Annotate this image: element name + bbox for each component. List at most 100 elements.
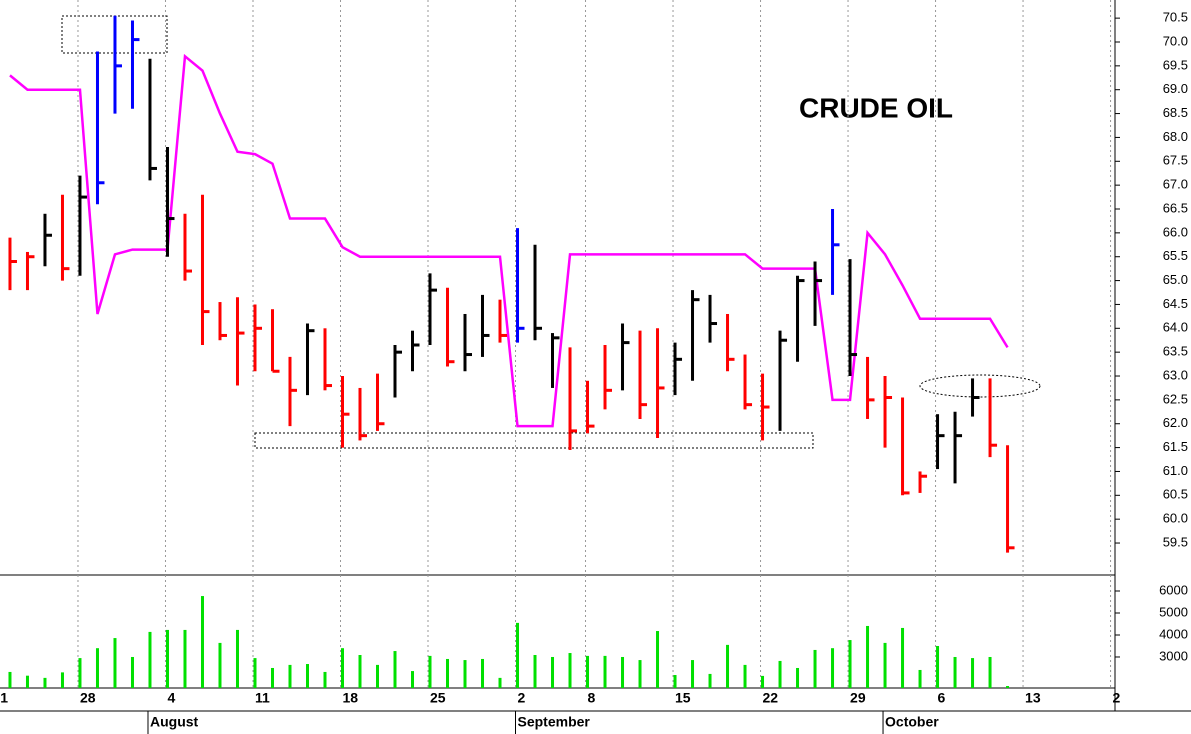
y-tick-label: 67.5 xyxy=(1163,153,1188,168)
x-tick-label: 11 xyxy=(255,690,270,706)
volume-bar xyxy=(656,631,660,688)
volume-bar xyxy=(113,638,117,688)
chart-title: CRUDE OIL xyxy=(799,92,953,123)
y-tick-label: 64.0 xyxy=(1163,320,1188,335)
volume-bar xyxy=(936,645,940,688)
month-label: September xyxy=(518,714,591,730)
volume-bar xyxy=(516,622,520,688)
y-tick-label: 62.0 xyxy=(1163,415,1188,430)
volume-bar xyxy=(165,629,169,688)
volume-bar xyxy=(130,656,134,688)
x-tick-label: 28 xyxy=(80,690,96,706)
volume-bar xyxy=(761,675,765,688)
y-tick-label: 67.0 xyxy=(1163,177,1188,192)
volume-bar xyxy=(866,625,870,688)
month-label: October xyxy=(885,714,939,730)
month-label: August xyxy=(150,714,199,730)
annotation-box xyxy=(254,432,814,449)
y-tick-label: 70.0 xyxy=(1163,33,1188,48)
y-tick-label: 69.5 xyxy=(1163,57,1188,72)
y-tick-label: 61.5 xyxy=(1163,439,1188,454)
x-tick-label: 18 xyxy=(342,690,358,706)
x-tick-label: 13 xyxy=(1025,690,1041,706)
volume-bar xyxy=(253,658,257,688)
volume-bar xyxy=(376,664,380,688)
y-tick-label: 62.5 xyxy=(1163,391,1188,406)
volume-bar xyxy=(691,660,695,688)
volume-bar xyxy=(568,653,572,688)
volume-bar xyxy=(848,640,852,688)
volume-bar xyxy=(498,677,502,688)
volume-bar xyxy=(25,675,29,688)
stop-line xyxy=(9,53,1009,428)
volume-bar xyxy=(1006,686,1010,688)
volume-bar xyxy=(358,655,362,688)
volume-bar xyxy=(813,649,817,688)
y-tick-label: 59.5 xyxy=(1163,534,1188,549)
y-tick-label: 63.5 xyxy=(1163,344,1188,359)
volume-bar xyxy=(551,656,555,688)
x-tick-label: 8 xyxy=(588,690,596,706)
volume-bar xyxy=(323,671,327,688)
y-tick-label: 66.5 xyxy=(1163,200,1188,215)
volume-bar xyxy=(726,644,730,688)
volume-bar xyxy=(60,672,64,688)
volume-bar xyxy=(533,655,537,688)
volume-bar xyxy=(708,673,712,688)
volume-bar xyxy=(918,669,922,688)
volume-bar xyxy=(446,658,450,688)
y-tick-label: 68.0 xyxy=(1163,129,1188,144)
volume-bar xyxy=(638,660,642,688)
volume-bar xyxy=(428,655,432,688)
volume-bar xyxy=(901,627,905,688)
volume-bar xyxy=(288,664,292,688)
x-tick-label: 21 xyxy=(0,690,8,706)
y-tick-label: 66.0 xyxy=(1163,224,1188,239)
x-tick-label: 25 xyxy=(430,690,446,706)
volume-bar xyxy=(971,658,975,688)
volume-bar xyxy=(8,671,12,688)
volume-bar xyxy=(218,642,222,688)
y-tick-label: 63.0 xyxy=(1163,367,1188,382)
volume-bar xyxy=(743,664,747,688)
x-tick-label: 15 xyxy=(675,690,691,706)
volume-bar xyxy=(586,655,590,688)
volume-bar xyxy=(200,596,204,688)
x-tick-label: 22 xyxy=(763,690,779,706)
y-tick-label: 60.0 xyxy=(1163,511,1188,526)
y-tick-label: 68.5 xyxy=(1163,105,1188,120)
volume-bar xyxy=(305,664,309,688)
y-tick-label: 65.5 xyxy=(1163,248,1188,263)
y-tick-label: 69.0 xyxy=(1163,81,1188,96)
x-tick-label: 6 xyxy=(938,690,946,706)
volume-bar xyxy=(603,655,607,688)
volume-bar xyxy=(463,660,467,688)
volume-bar xyxy=(883,642,887,688)
volume-bar xyxy=(778,660,782,688)
volume-bar xyxy=(235,629,239,688)
volume-tick-label: 4000 xyxy=(1159,626,1188,641)
y-tick-label: 65.0 xyxy=(1163,272,1188,287)
y-tick-label: 61.0 xyxy=(1163,463,1188,478)
volume-tick-label: 3000 xyxy=(1159,648,1188,663)
volume-bar xyxy=(673,675,677,688)
volume-bar xyxy=(95,648,99,688)
volume-bar xyxy=(78,658,82,688)
volume-bar xyxy=(393,651,397,688)
volume-bar xyxy=(988,656,992,688)
y-tick-label: 60.5 xyxy=(1163,487,1188,502)
volume-bar xyxy=(411,671,415,688)
volume-bar xyxy=(621,656,625,688)
x-tick-label: 29 xyxy=(850,690,866,706)
volume-bar xyxy=(481,658,485,688)
volume-bar xyxy=(148,631,152,688)
volume-bar xyxy=(796,667,800,688)
volume-bar xyxy=(270,667,274,688)
annotation-ellipse xyxy=(919,374,1041,398)
y-tick-label: 64.5 xyxy=(1163,296,1188,311)
x-tick-label: 2 xyxy=(1113,690,1121,706)
volume-bar xyxy=(831,648,835,688)
volume-bar xyxy=(953,656,957,688)
volume-bar xyxy=(340,648,344,688)
